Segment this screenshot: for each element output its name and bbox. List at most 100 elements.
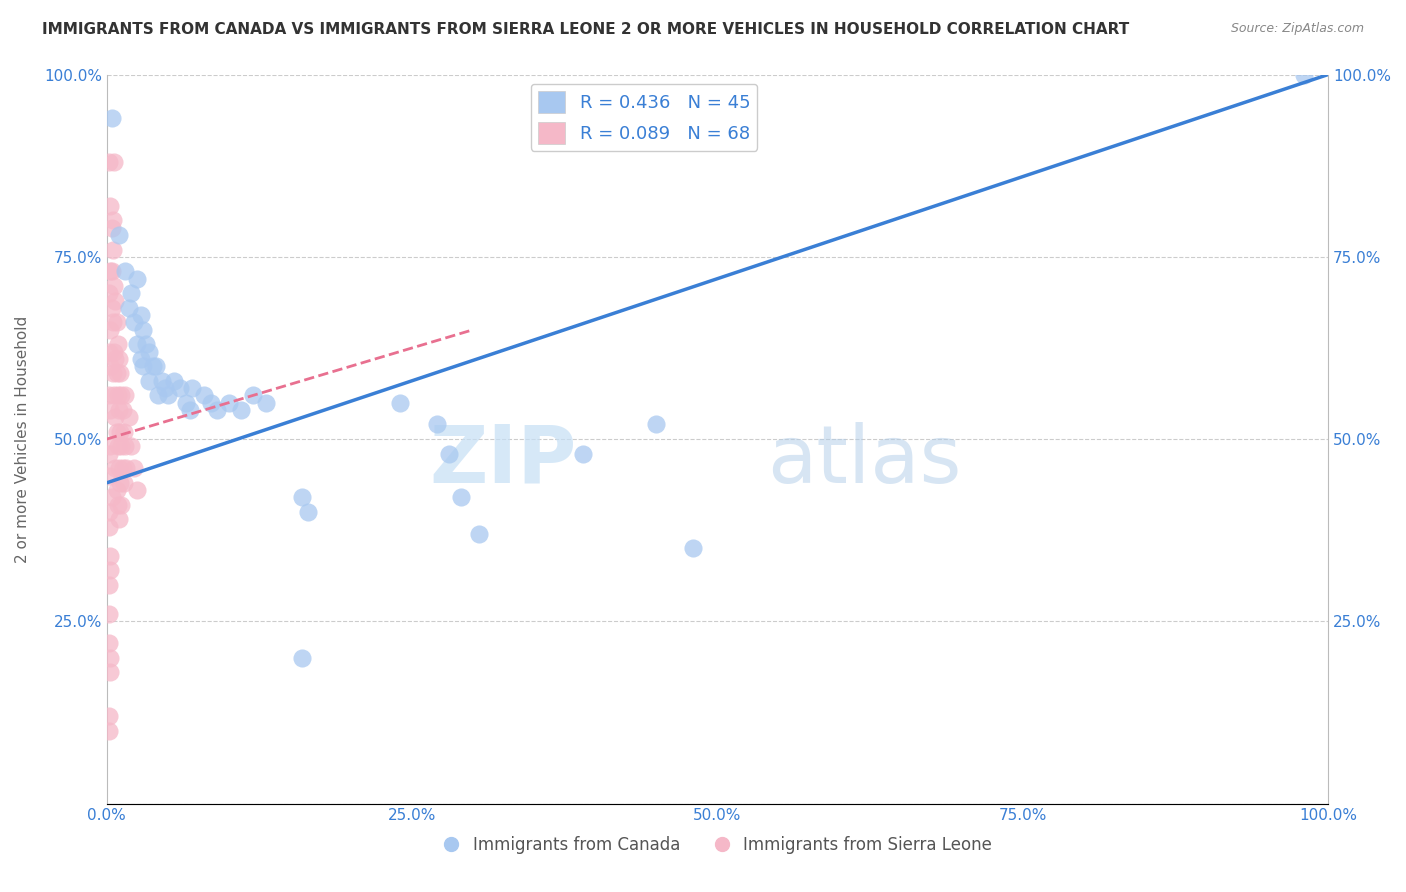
Point (127, 337, 149, 351)
Point (150, 374, 173, 388)
Point (129, 308, 152, 322)
Point (101, 213, 124, 227)
Point (104, 293, 127, 308)
Point (163, 374, 186, 388)
Point (100, 491, 122, 505)
Point (98, 578, 121, 592)
Point (100, 264, 122, 278)
Point (100, 112, 122, 126)
Point (112, 425, 135, 439)
Point (107, 498, 129, 512)
Point (120, 439, 142, 453)
Point (108, 475, 131, 490)
Point (572, 447, 595, 461)
Point (98, 519, 121, 533)
Point (98, 286, 121, 301)
Point (229, 403, 252, 417)
Text: atlas: atlas (766, 422, 962, 500)
Point (388, 395, 411, 409)
Point (105, 425, 128, 439)
Point (682, 541, 704, 556)
Point (450, 491, 472, 505)
Point (155, 381, 177, 395)
Point (645, 417, 668, 432)
Point (1292, 68, 1315, 82)
Point (297, 505, 319, 519)
Point (200, 395, 222, 409)
Point (98, 723, 121, 738)
Point (108, 403, 131, 417)
Point (100, 403, 122, 417)
Point (127, 271, 149, 285)
Point (98, 468, 121, 483)
Point (145, 359, 167, 373)
Point (114, 264, 136, 278)
Point (108, 425, 131, 439)
Point (114, 388, 136, 402)
Point (142, 359, 165, 373)
Point (100, 665, 122, 680)
Point (122, 461, 145, 475)
Point (103, 344, 125, 359)
Point (104, 461, 127, 475)
Point (118, 410, 141, 425)
Point (138, 374, 160, 388)
Point (104, 410, 127, 425)
Point (254, 395, 277, 409)
Point (105, 315, 128, 329)
Point (291, 650, 314, 665)
Point (101, 315, 124, 329)
Point (122, 315, 145, 329)
Point (115, 461, 138, 475)
Point (205, 403, 228, 417)
Point (98, 155, 121, 169)
Point (98, 344, 121, 359)
Point (98, 709, 121, 723)
Point (110, 498, 132, 512)
Point (181, 381, 204, 395)
Y-axis label: 2 or more Vehicles in Household: 2 or more Vehicles in Household (15, 316, 30, 563)
Point (118, 301, 141, 315)
Point (105, 483, 128, 497)
Point (120, 286, 142, 301)
Point (101, 243, 124, 257)
Point (103, 279, 125, 293)
Point (174, 395, 197, 409)
Point (108, 512, 131, 526)
Point (98, 447, 121, 461)
Point (468, 526, 491, 541)
Point (114, 439, 136, 453)
Point (103, 155, 125, 169)
Point (193, 388, 215, 402)
Point (101, 367, 124, 381)
Point (127, 483, 149, 497)
Text: ZIP: ZIP (430, 422, 576, 500)
Point (437, 447, 460, 461)
Point (425, 417, 447, 432)
Point (108, 227, 131, 242)
Point (107, 439, 129, 453)
Point (100, 359, 122, 373)
Point (108, 367, 131, 381)
Point (138, 344, 160, 359)
Point (108, 351, 131, 366)
Point (104, 351, 127, 366)
Point (100, 650, 122, 665)
Point (111, 461, 134, 475)
Point (129, 351, 152, 366)
Point (100, 549, 122, 563)
Point (100, 301, 122, 315)
Point (110, 439, 132, 453)
Point (98, 388, 121, 402)
Point (105, 367, 128, 381)
Point (100, 563, 122, 577)
Point (132, 359, 155, 373)
Point (146, 388, 169, 402)
Point (107, 388, 129, 402)
Text: Source: ZipAtlas.com: Source: ZipAtlas.com (1230, 22, 1364, 36)
Point (169, 381, 191, 395)
Point (242, 388, 264, 402)
Point (100, 323, 122, 337)
Point (100, 439, 122, 453)
Point (103, 388, 125, 402)
